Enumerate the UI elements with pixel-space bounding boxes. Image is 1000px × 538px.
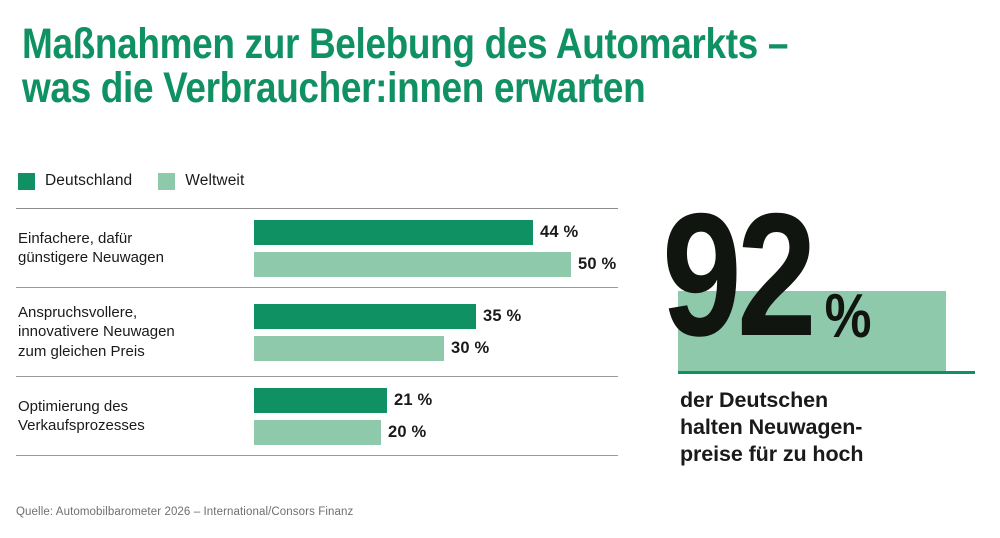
bar-value-label: 35 %	[483, 306, 522, 325]
highlight-baseline	[678, 371, 975, 374]
bar-row-deutschland: 35 %	[254, 303, 618, 329]
highlight-number-group: 92 %	[662, 178, 900, 373]
bar-value-label: 30 %	[451, 338, 490, 357]
bar-value-label: 50 %	[578, 254, 617, 273]
bar-value-label: 20 %	[388, 422, 427, 441]
bar-row-weltweit: 20 %	[254, 419, 618, 445]
bar-weltweit	[254, 251, 571, 277]
bar-value-label: 44 %	[540, 222, 579, 241]
bar-row-deutschland: 21 %	[254, 387, 618, 413]
category-label: Einfachere, dafür günstigere Neuwagen	[18, 229, 164, 267]
bar-deutschland	[254, 387, 387, 413]
highlight-green-block	[678, 291, 946, 371]
divider	[16, 376, 618, 377]
category-label: Optimierung des Verkaufsprozesses	[18, 397, 145, 435]
bar-weltweit	[254, 419, 381, 445]
bar-pair: 44 % 50 %	[254, 219, 618, 277]
chart-group-1: Einfachere, dafür günstigere Neuwagen 44…	[16, 209, 618, 287]
legend-item-label: Deutschland	[45, 172, 133, 189]
bar-value-label: 21 %	[394, 390, 433, 409]
bar-deutschland	[254, 219, 533, 245]
chart-group-3: Optimierung des Verkaufsprozesses 21 % 2…	[16, 377, 618, 455]
divider	[16, 208, 618, 209]
highlight-number: 92	[662, 178, 817, 373]
legend-item-weltweit: Weltweit	[158, 172, 244, 190]
bar-row-weltweit: 50 %	[254, 251, 618, 277]
divider	[16, 287, 618, 288]
highlight-percent-symbol: %	[824, 282, 872, 351]
legend-item-label: Weltweit	[185, 172, 245, 189]
square-swatch-icon	[158, 172, 176, 190]
bar-deutschland	[254, 303, 476, 329]
divider	[16, 455, 618, 456]
bar-pair: 35 % 30 %	[254, 303, 618, 361]
bar-pair: 21 % 20 %	[254, 387, 618, 445]
bar-weltweit	[254, 335, 444, 361]
legend-item-deutschland: Deutschland	[18, 172, 132, 190]
bar-row-weltweit: 30 %	[254, 335, 618, 361]
bar-chart: Einfachere, dafür günstigere Neuwagen 44…	[16, 208, 618, 456]
page-title: Maßnahmen zur Belebung des Automarkts – …	[22, 20, 789, 112]
square-swatch-icon	[18, 172, 35, 190]
chart-legend: Deutschland Weltweit	[18, 172, 244, 190]
category-label: Anspruchsvollere, innovativere Neuwagen …	[18, 303, 175, 360]
highlight-caption: der Deutschen halten Neuwagen- preise fü…	[680, 388, 864, 466]
chart-group-2: Anspruchsvollere, innovativere Neuwagen …	[16, 288, 618, 376]
source-note: Quelle: Automobilbarometer 2026 – Intern…	[16, 506, 354, 518]
highlight-stat-panel: 92 % der Deutschen halten Neuwagen- prei…	[660, 188, 990, 505]
bar-row-deutschland: 44 %	[254, 219, 618, 245]
